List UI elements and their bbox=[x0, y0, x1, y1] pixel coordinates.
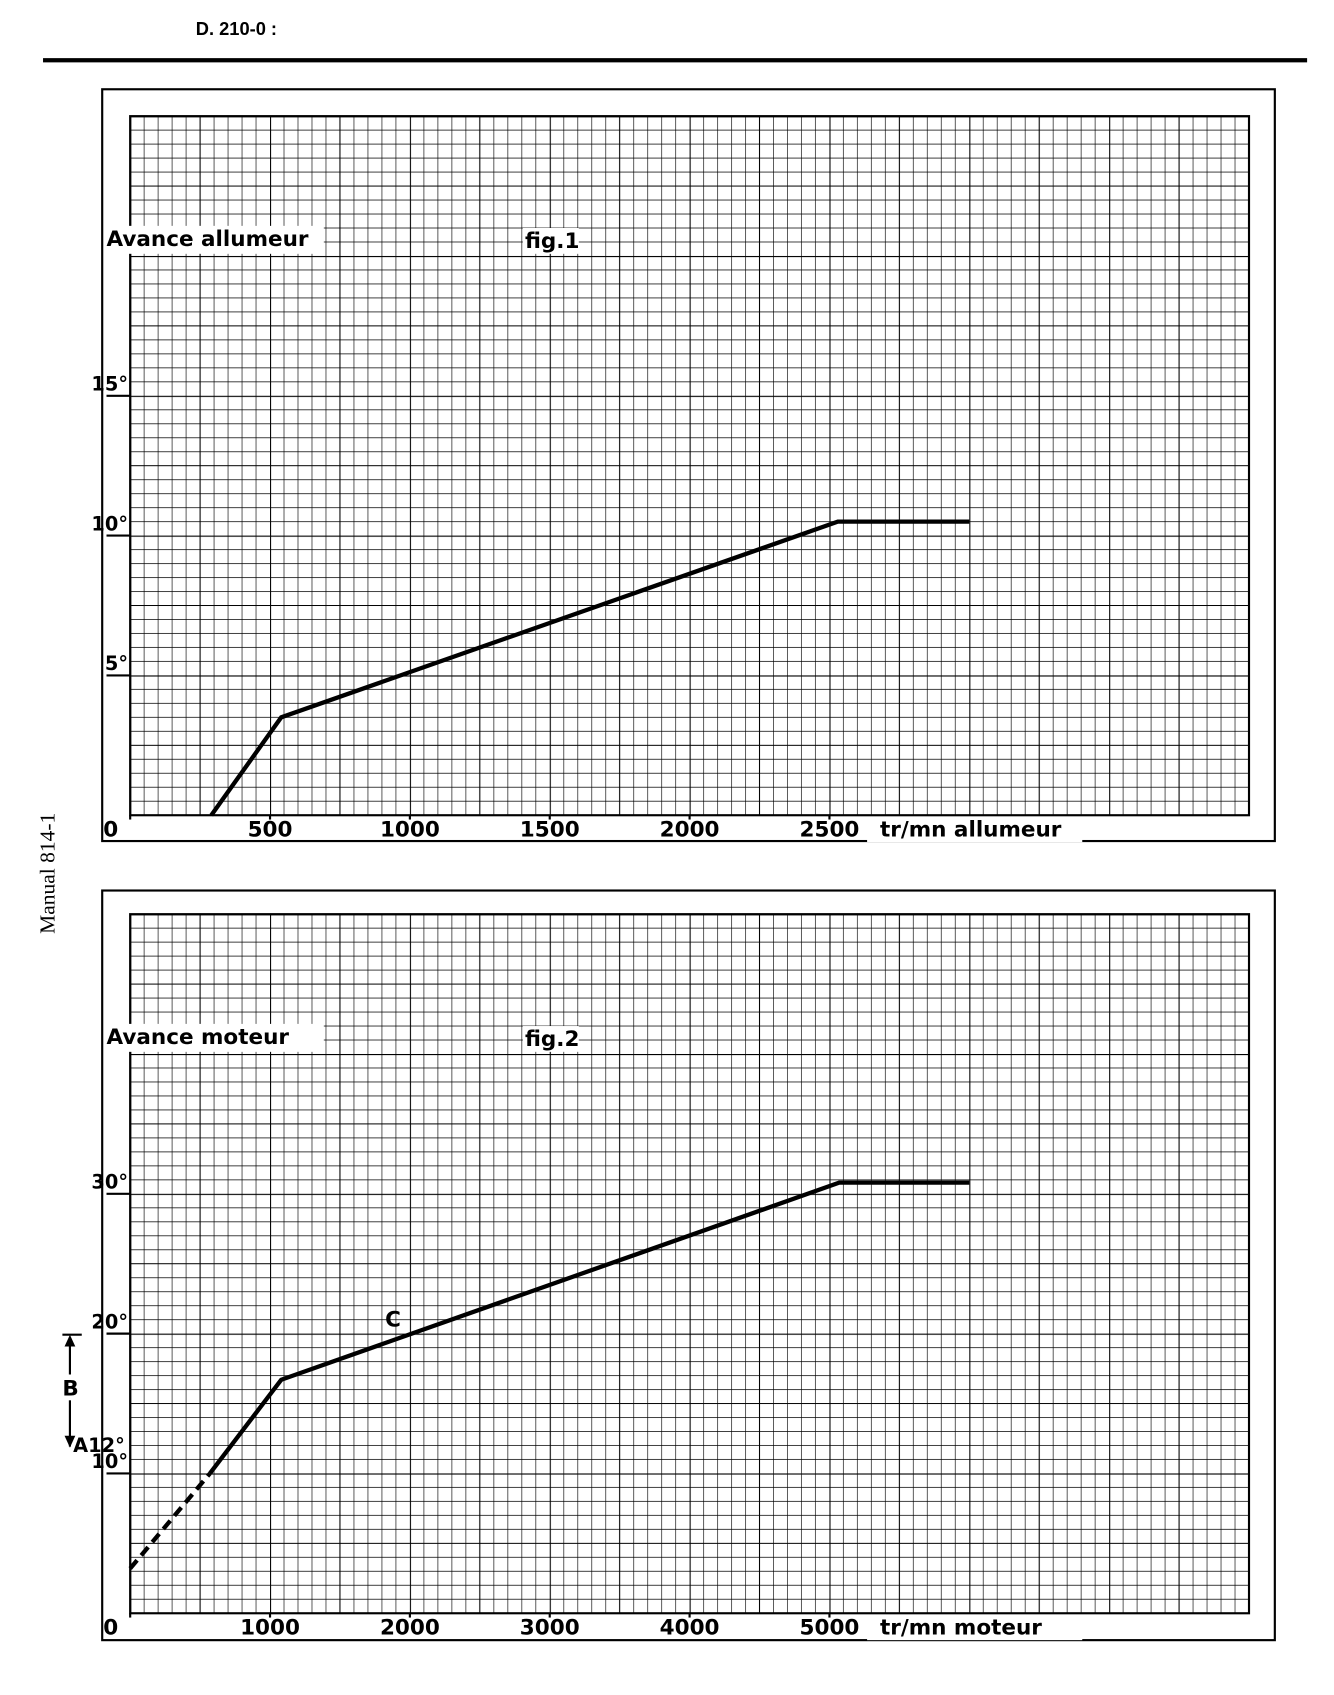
y-tick-label: 15° bbox=[91, 373, 128, 396]
data-line bbox=[128, 1472, 212, 1570]
y-tick-label: 30° bbox=[91, 1171, 128, 1194]
annotation: B bbox=[62, 1377, 78, 1402]
frame bbox=[101, 889, 1276, 1642]
x-tick-label: 3000 bbox=[520, 1615, 580, 1640]
x-tick-label: 1000 bbox=[240, 1615, 300, 1640]
x-tick-label: 4000 bbox=[660, 1615, 720, 1640]
x-axis-label: tr/mn allumeur bbox=[880, 817, 1062, 842]
data-line bbox=[208, 1180, 970, 1475]
x-tick-label: 2000 bbox=[380, 1615, 440, 1640]
y-tick-label: 20° bbox=[91, 1310, 128, 1333]
y-axis-label: Avance allumeur bbox=[107, 227, 309, 252]
figure-label: fig.2 bbox=[525, 1027, 579, 1052]
label-bg bbox=[522, 228, 579, 254]
label-bg bbox=[104, 225, 324, 254]
label-bg bbox=[867, 1616, 1083, 1641]
side-text: Manual 814-1 bbox=[35, 813, 59, 934]
header-code: D. 210-0 : bbox=[196, 18, 277, 39]
x-tick-label: 0 bbox=[103, 817, 118, 842]
label-bg bbox=[867, 818, 1083, 843]
plot-grid bbox=[129, 913, 1251, 1615]
annotation: C bbox=[385, 1308, 401, 1333]
x-tick-label: 2500 bbox=[800, 817, 860, 842]
frame bbox=[101, 88, 1276, 843]
x-tick-label: 2000 bbox=[660, 817, 720, 842]
x-axis-label: tr/mn moteur bbox=[880, 1615, 1042, 1640]
arrow-head bbox=[64, 1435, 76, 1448]
x-tick-label: 1500 bbox=[520, 817, 580, 842]
annotation: A12° bbox=[73, 1434, 125, 1457]
arrow-head bbox=[64, 1334, 76, 1347]
y-tick-label: 10° bbox=[91, 512, 128, 535]
y-tick-label: 10° bbox=[91, 1450, 128, 1473]
y-tick-label: 5° bbox=[105, 652, 128, 675]
y-axis-label: Avance moteur bbox=[107, 1025, 290, 1050]
label-bg bbox=[522, 1026, 579, 1052]
x-tick-label: 5000 bbox=[800, 1615, 860, 1640]
label-bg bbox=[104, 1023, 324, 1052]
figure-label: fig.1 bbox=[525, 229, 579, 254]
data-line bbox=[209, 519, 970, 817]
x-tick-label: 0 bbox=[103, 1615, 118, 1640]
x-tick-label: 1000 bbox=[380, 817, 440, 842]
x-tick-label: 500 bbox=[248, 817, 293, 842]
